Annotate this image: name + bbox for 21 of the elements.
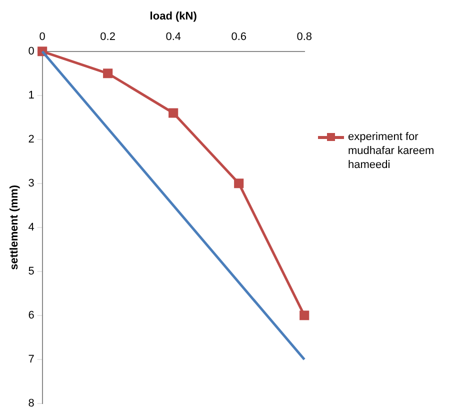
x-tick-label: 0.4 — [166, 30, 181, 43]
x-tick-label: 0.2 — [100, 30, 116, 43]
point — [168, 108, 178, 118]
y-tick-label: 5 — [28, 265, 34, 278]
y-tick-label: 1 — [28, 89, 34, 102]
point — [234, 178, 244, 188]
y-tick-label: 2 — [28, 133, 34, 146]
y-tick-label: 7 — [28, 353, 34, 366]
y-tick-label: 3 — [28, 177, 34, 190]
x-tick-label: 0 — [39, 30, 46, 43]
point — [300, 310, 310, 320]
x-tick-label: 0.8 — [296, 30, 312, 43]
y-tick-label: 6 — [28, 309, 34, 322]
y-axis-title: settlement (mm) — [8, 184, 21, 270]
y-tick-label: 0 — [28, 45, 34, 58]
point — [103, 68, 113, 78]
x-axis-title: load (kN) — [150, 10, 198, 23]
x-tick-label: 0.6 — [231, 30, 246, 43]
y-tick-label: 4 — [28, 221, 34, 234]
y-tick-label: 8 — [28, 397, 34, 410]
legend-label: experiment for mudhafar kareem hameedi — [348, 130, 436, 172]
